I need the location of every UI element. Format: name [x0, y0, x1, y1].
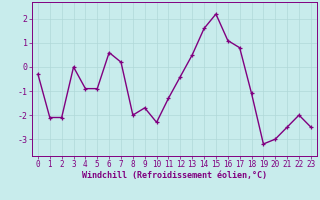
X-axis label: Windchill (Refroidissement éolien,°C): Windchill (Refroidissement éolien,°C) — [82, 171, 267, 180]
